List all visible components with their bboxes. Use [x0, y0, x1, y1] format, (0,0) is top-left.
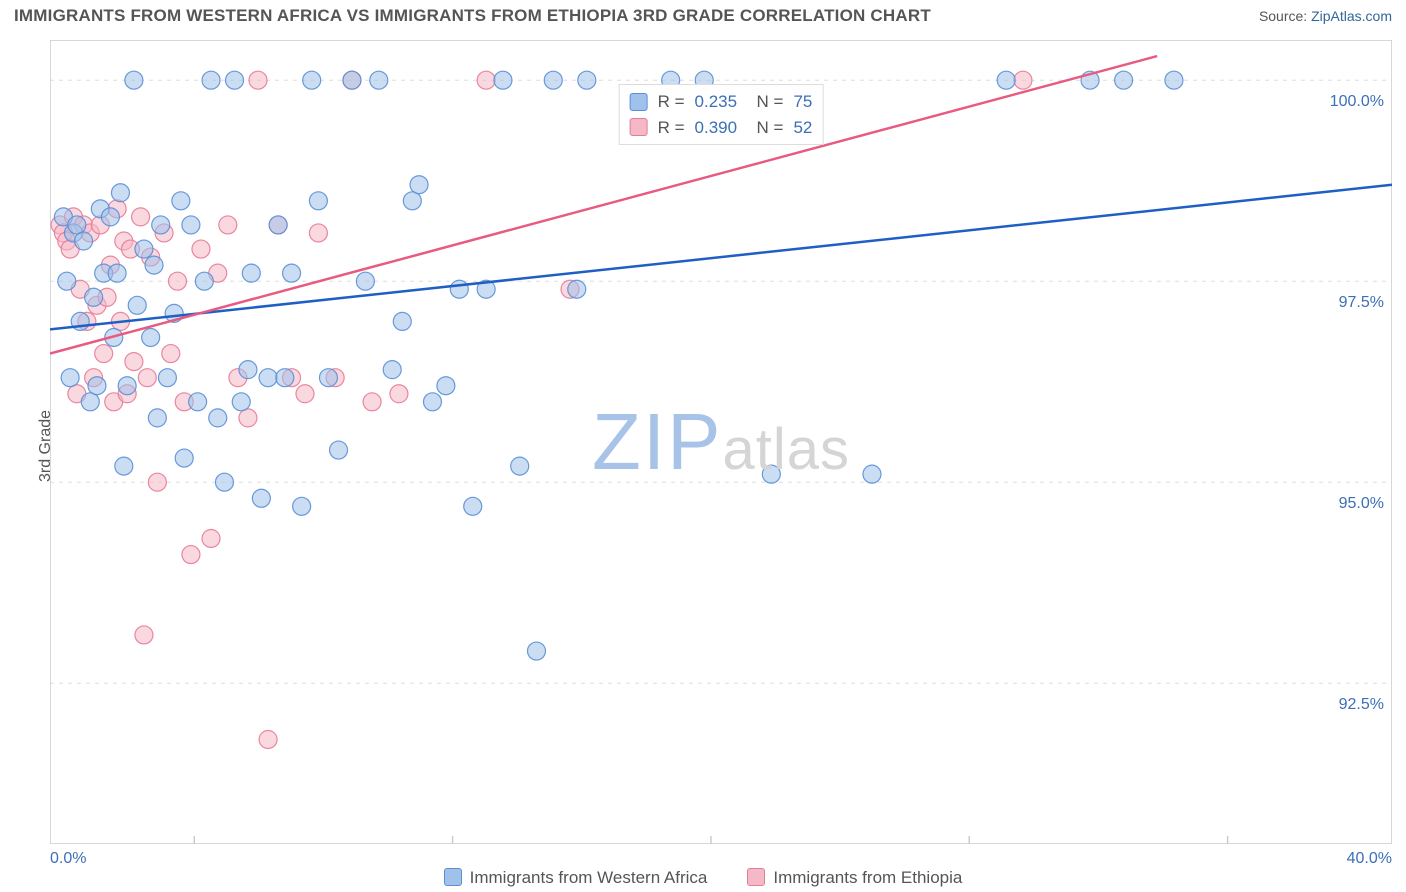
source-link[interactable]: ZipAtlas.com [1311, 8, 1392, 24]
n-value-1: 75 [793, 89, 812, 115]
plot-area: 92.5%95.0%97.5%100.0% ZIPatlas R = 0.235… [50, 40, 1392, 844]
bottom-legend: Immigrants from Western Africa Immigrant… [0, 868, 1406, 888]
r-label: R = [658, 115, 685, 141]
legend-swatch-2 [630, 118, 648, 136]
r-value-1: 0.235 [695, 89, 738, 115]
x-axis-extremes: 0.0% 40.0% [50, 850, 1392, 868]
chart-header: IMMIGRANTS FROM WESTERN AFRICA VS IMMIGR… [0, 0, 1406, 28]
svg-text:92.5%: 92.5% [1339, 696, 1384, 713]
legend-label-2: Immigrants from Ethiopia [773, 868, 962, 887]
correlation-row-2: R = 0.390 N = 52 [630, 115, 813, 141]
n-label: N = [747, 89, 783, 115]
n-label: N = [747, 115, 783, 141]
legend-swatch-wa [444, 868, 462, 886]
r-label: R = [658, 89, 685, 115]
r-value-2: 0.390 [695, 115, 738, 141]
x-max-label: 40.0% [1347, 850, 1392, 868]
svg-text:95.0%: 95.0% [1339, 495, 1384, 512]
x-min-label: 0.0% [50, 850, 86, 868]
svg-text:100.0%: 100.0% [1330, 93, 1384, 110]
legend-label-1: Immigrants from Western Africa [470, 868, 708, 887]
chart-title: IMMIGRANTS FROM WESTERN AFRICA VS IMMIGR… [14, 6, 931, 26]
legend-swatch-et [747, 868, 765, 886]
correlation-legend: R = 0.235 N = 75 R = 0.390 N = 52 [619, 84, 824, 145]
scatter-plot-svg: 92.5% 95.0% 97.5% 100.0% [50, 40, 1392, 844]
correlation-row-1: R = 0.235 N = 75 [630, 89, 813, 115]
svg-text:97.5%: 97.5% [1339, 294, 1384, 311]
legend-swatch-1 [630, 93, 648, 111]
chart-source: Source: ZipAtlas.com [1259, 8, 1392, 24]
legend-item-1: Immigrants from Western Africa [444, 868, 708, 888]
n-value-2: 52 [793, 115, 812, 141]
source-prefix: Source: [1259, 8, 1311, 24]
legend-item-2: Immigrants from Ethiopia [747, 868, 962, 888]
